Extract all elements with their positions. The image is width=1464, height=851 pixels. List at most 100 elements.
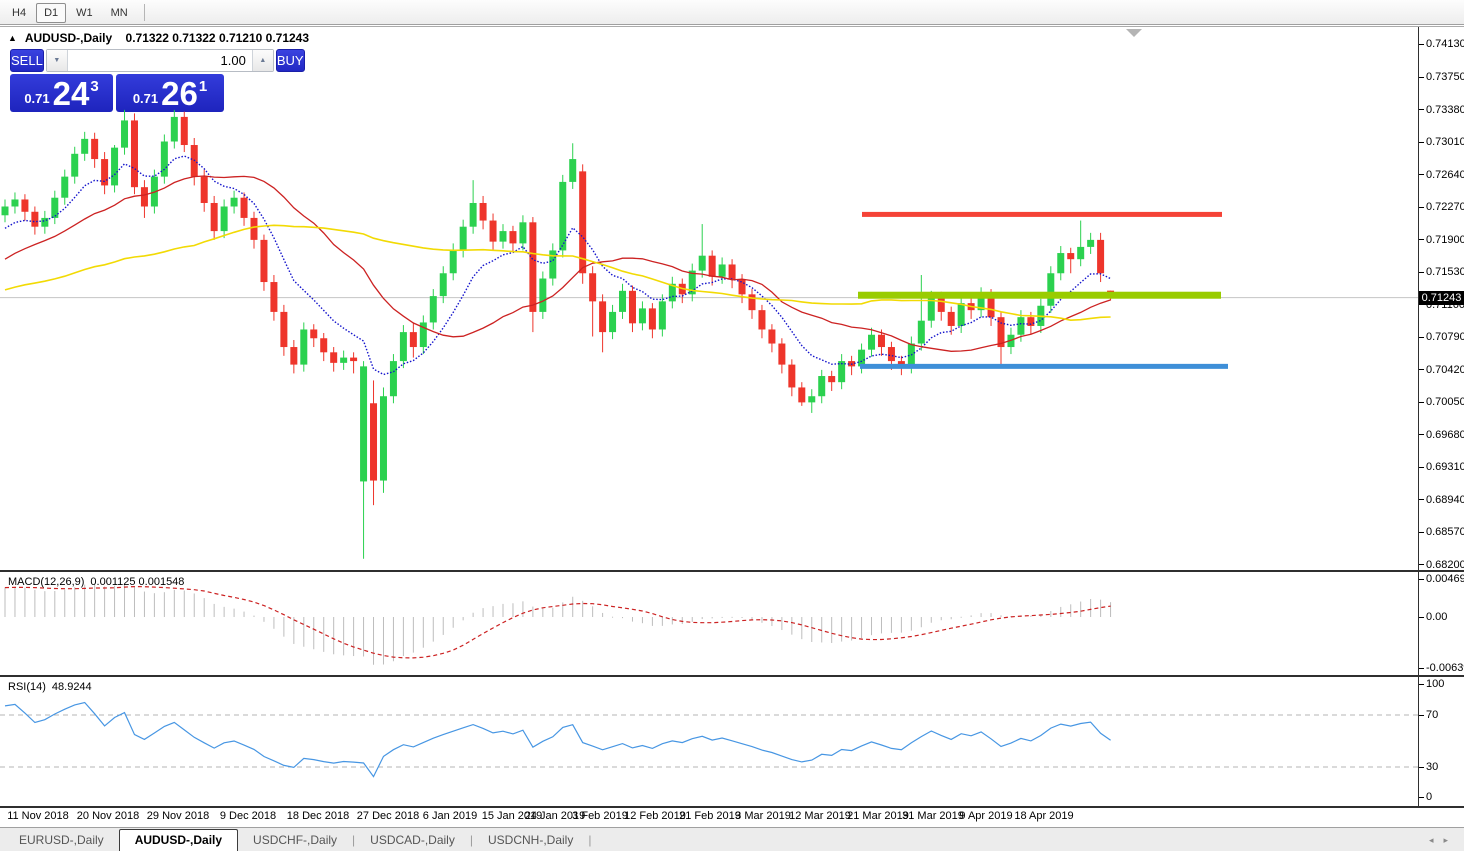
date-tick-label: 15 Jan 2019 xyxy=(481,810,543,822)
macd-name: MACD(12,26,9) xyxy=(8,576,85,588)
date-tick-label: 6 Jan 2019 xyxy=(422,810,478,822)
axis-label: 0.73010 xyxy=(1426,136,1464,149)
resistance-line[interactable] xyxy=(862,211,1222,217)
axis-tick xyxy=(1419,683,1424,685)
timeframe-button-h4[interactable]: H4 xyxy=(12,7,27,19)
chart-tab-usdcad[interactable]: USDCAD-,Daily xyxy=(370,833,455,847)
date-tick-label: 18 Dec 2018 xyxy=(286,810,350,822)
axis-tick xyxy=(1419,531,1424,533)
timeframe-button-w1[interactable]: W1 xyxy=(76,7,93,19)
axis-tick xyxy=(1419,667,1424,669)
pivot-line[interactable] xyxy=(858,291,1221,299)
axis-label: 0.68570 xyxy=(1426,526,1464,539)
timeframe-button-mn[interactable]: MN xyxy=(110,7,128,19)
date-axis[interactable]: 11 Nov 2018 20 Nov 2018 29 Nov 2018 9 Dec 2… xyxy=(0,807,1418,827)
date-tick-label: 21 Mar 2019 xyxy=(847,810,909,822)
volume-spinner: ▼ ▲ xyxy=(45,49,274,72)
scroll-to-end-icon[interactable] xyxy=(1126,29,1142,37)
sell-price-box[interactable]: 0.71 24 3 xyxy=(10,74,113,112)
axis-tick xyxy=(1419,304,1424,306)
buy-price-box[interactable]: 0.71 26 1 xyxy=(116,74,224,112)
tab-scroll-right-icon[interactable]: ▸ xyxy=(1443,835,1458,845)
buy-price-main: 26 xyxy=(161,75,198,112)
toolbar-separator xyxy=(143,3,145,21)
axis-tick xyxy=(1419,336,1424,338)
axis-tick xyxy=(1419,206,1424,208)
sell-price-pip: 3 xyxy=(90,78,99,95)
tab-separator: | xyxy=(352,833,356,847)
axis-tick xyxy=(1419,499,1424,501)
rsi-label: RSI(14) 48.9244 xyxy=(8,681,92,693)
axis-label: -0.00639 xyxy=(1426,662,1464,675)
support-line[interactable] xyxy=(860,363,1228,369)
axis-tick xyxy=(1419,564,1424,566)
chart-symbol-label: AUDUSD-,Daily xyxy=(24,31,113,45)
rsi-indicator-canvas[interactable] xyxy=(0,676,1418,806)
chart-window-border xyxy=(0,26,1464,27)
candles-layer xyxy=(1,109,1115,559)
date-tick-label: 24 Jan 2019 xyxy=(524,810,586,822)
collapse-trade-panel-icon[interactable]: ▲ xyxy=(8,33,17,43)
chart-tab-usdcnh[interactable]: USDCNH-,Daily xyxy=(487,833,574,847)
axis-label: 100 xyxy=(1426,678,1445,690)
chart-tab-eurusd[interactable]: EURUSD-,Daily xyxy=(19,833,104,847)
axis-tick xyxy=(1419,109,1424,111)
axis-label: 0.70050 xyxy=(1426,396,1464,409)
axis-label: 0 xyxy=(1426,791,1433,803)
rsi-value: 48.9244 xyxy=(51,681,92,693)
axis-tick xyxy=(1419,271,1424,273)
date-axis-separator xyxy=(0,806,1464,808)
axis-tick xyxy=(1419,434,1424,436)
axis-label: 30 xyxy=(1426,761,1439,773)
axis-tick xyxy=(1419,578,1424,580)
axis-label: 0.68200 xyxy=(1426,558,1464,571)
date-tick-label: 29 Nov 2018 xyxy=(146,810,210,822)
date-tick-label: 31 Mar 2019 xyxy=(902,810,964,822)
macd-panel-separator[interactable] xyxy=(0,570,1464,572)
date-tick-label: 3 Feb 2019 xyxy=(572,810,628,822)
buy-price-prefix: 0.71 xyxy=(132,91,159,106)
axis-tick xyxy=(1419,239,1424,241)
timeframe-button-d1[interactable]: D1 xyxy=(36,3,67,23)
rsi-axis: 100 70 30 0 xyxy=(1419,0,1464,851)
chart-tab-audusd[interactable]: AUDUSD-,Daily xyxy=(118,829,239,851)
sell-price-prefix: 0.71 xyxy=(24,91,50,106)
axis-label: 0.69680 xyxy=(1426,428,1464,441)
buy-button[interactable]: BUY xyxy=(275,49,305,72)
volume-increase-button[interactable]: ▲ xyxy=(251,50,273,71)
main-chart-canvas[interactable] xyxy=(0,26,1418,570)
macd-indicator-canvas[interactable] xyxy=(0,571,1418,675)
date-tick-label: 11 Nov 2018 xyxy=(7,810,69,822)
axis-label: 0.68940 xyxy=(1426,493,1464,506)
axis-tick xyxy=(1419,466,1424,468)
axis-label: 0.004694 xyxy=(1426,573,1464,586)
date-tick-label: 20 Nov 2018 xyxy=(76,810,140,822)
one-click-trade-panel: SELL ▼ ▲ BUY 0.71 24 3 0.71 26 1 xyxy=(10,49,305,112)
date-tick-label: 18 Apr 2019 xyxy=(1014,810,1074,822)
axis-tick xyxy=(1419,76,1424,78)
axis-tick xyxy=(1419,43,1424,45)
axis-tick xyxy=(1419,141,1424,143)
axis-label: 70 xyxy=(1426,709,1439,721)
tab-scroll-left-icon[interactable]: ◂ xyxy=(1428,835,1444,845)
price-axis[interactable]: 0.74130 0.73750 0.73380 0.73010 0.72640 0.722… xyxy=(1419,0,1464,851)
tab-separator: | xyxy=(469,833,473,847)
volume-decrease-button[interactable]: ▼ xyxy=(46,50,68,71)
buy-price-pip: 1 xyxy=(198,78,208,95)
axis-label: 0.69310 xyxy=(1426,461,1464,474)
axis-tick xyxy=(1419,174,1424,176)
axis-label: 0.71530 xyxy=(1426,266,1464,279)
tab-separator: | xyxy=(588,833,592,847)
axis-tick xyxy=(1419,616,1424,618)
axis-label: 0.72270 xyxy=(1426,201,1464,214)
axis-label: 0.70790 xyxy=(1426,331,1464,344)
volume-input[interactable] xyxy=(67,50,252,71)
chart-tab-usdchf[interactable]: USDCHF-,Daily xyxy=(253,833,338,847)
sell-button[interactable]: SELL xyxy=(10,49,44,72)
tab-scroll-arrows: ◂▸ xyxy=(1429,835,1458,846)
rsi-panel-separator[interactable] xyxy=(0,675,1464,677)
date-tick-label: 21 Feb 2019 xyxy=(679,810,741,822)
chart-ohlc-values: 0.71322 0.71322 0.71210 0.71243 xyxy=(125,31,310,45)
date-tick-label: 3 Mar 2019 xyxy=(735,810,791,822)
